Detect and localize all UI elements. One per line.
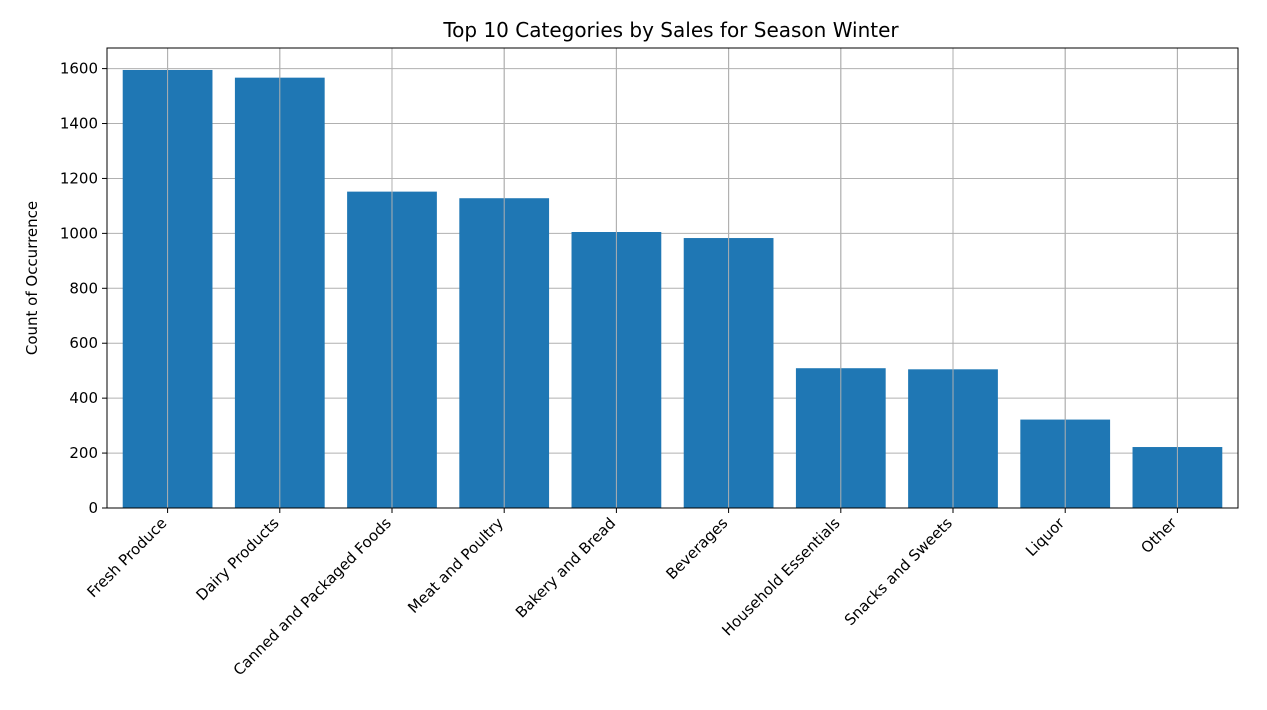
y-axis-ticks: 0 200 400 600 800 1000 1200 1400 1600 xyxy=(60,60,107,517)
y-axis-label: Count of Occurrence xyxy=(23,201,41,355)
x-tick-label: Meat and Poultry xyxy=(404,514,507,617)
x-tick-label: Fresh Produce xyxy=(83,514,170,601)
y-tick-label: 800 xyxy=(69,279,98,297)
x-tick-label: Snacks and Sweets xyxy=(841,514,956,629)
y-tick-label: 1400 xyxy=(60,115,98,133)
y-tick-label: 400 xyxy=(69,389,98,407)
x-tick-label: Dairy Products xyxy=(192,514,282,604)
y-tick-label: 600 xyxy=(69,334,98,352)
x-tick-label: Bakery and Bread xyxy=(512,514,619,621)
y-tick-label: 1000 xyxy=(60,224,98,242)
y-tick-label: 1200 xyxy=(60,169,98,187)
bars xyxy=(122,69,1223,509)
plot-frame xyxy=(106,47,1239,509)
chart-title: Top 10 Categories by Sales for Season Wi… xyxy=(442,18,899,42)
y-tick-label: 200 xyxy=(69,444,98,462)
y-tick-label: 1600 xyxy=(60,60,98,78)
x-tick-label: Household Essentials xyxy=(718,514,843,639)
x-tick-label: Other xyxy=(1137,514,1180,557)
y-tick-label: 0 xyxy=(88,499,98,517)
x-tick-label: Beverages xyxy=(662,514,731,583)
x-gridlines-over-bars xyxy=(167,48,1178,508)
x-tick-label: Liquor xyxy=(1022,514,1068,560)
